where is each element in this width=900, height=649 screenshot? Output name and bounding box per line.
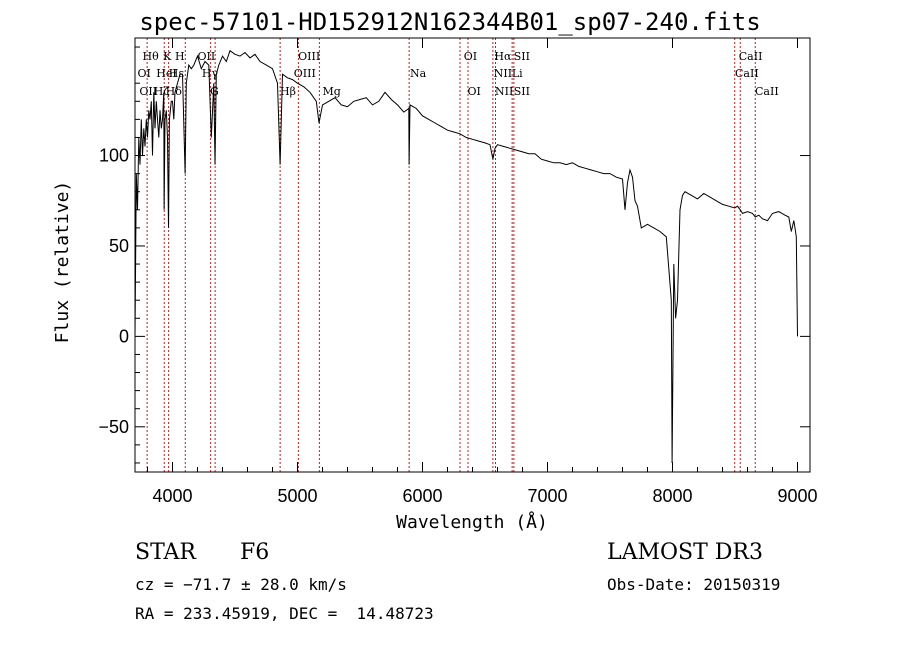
line-label-5: OI (464, 50, 477, 63)
y-tick-label-3: 100 (99, 146, 129, 166)
coordinates: RA = 233.45919, DEC = 14.48723 (135, 604, 434, 623)
y-tick-label-2: 50 (109, 236, 129, 256)
line-label-11: Hε (169, 67, 185, 80)
x-axis-label: Wavelength (Å) (396, 511, 548, 533)
y-tick-label-1: 0 (119, 326, 129, 346)
subclass: F6 (240, 540, 270, 565)
line-label-27: CaII (755, 85, 779, 98)
line-label-13: OIII (294, 67, 316, 80)
plot-frame (134, 37, 811, 473)
line-markers (146, 38, 756, 472)
line-label-26: SII (514, 85, 530, 98)
line-label-22: Hβ (280, 85, 296, 98)
x-tick-label-1: 5000 (277, 486, 317, 506)
line-label-16: Li (512, 67, 523, 80)
x-tick-label-4: 8000 (652, 486, 692, 506)
line-label-9: OI (138, 67, 151, 80)
line-label-12: Hγ (202, 67, 219, 80)
line-label-7: SII (514, 50, 530, 63)
line-label-4: OIII (298, 50, 320, 63)
x-tick-label-5: 9000 (777, 486, 817, 506)
line-label-17: CaII (735, 67, 759, 80)
line-label-15: NII (494, 67, 512, 80)
x-tick-label-3: 7000 (527, 486, 567, 506)
chart-title: spec-57101-HD152912N162344B01_sp07-240.f… (139, 8, 761, 36)
spectrum-series-line (134, 49, 798, 464)
line-label-3: OII (198, 50, 216, 63)
y-tick-label-0: −50 (98, 417, 129, 437)
line-label-10: HeI (156, 67, 176, 80)
line-label-23: Mg (323, 85, 341, 98)
x-tick-label-0: 4000 (152, 486, 192, 506)
line-label-0: Hθ (143, 50, 160, 63)
line-label-2: H (175, 50, 185, 63)
object-class: STAR (135, 540, 196, 565)
line-label-6: Hα (494, 50, 512, 63)
y-axis: −50 0 50 100 (98, 46, 810, 464)
line-label-14: Na (410, 67, 427, 80)
survey-name: LAMOST DR3 (607, 540, 763, 565)
redshift-cz: cz = −71.7 ± 28.0 km/s (135, 575, 347, 594)
line-label-8: CaII (739, 50, 763, 63)
line-label-1: K (163, 50, 172, 63)
x-tick-label-2: 6000 (402, 486, 442, 506)
line-label-19: Hζ (154, 85, 170, 98)
line-label-20: Hδ (166, 85, 183, 98)
line-label-18: OII (139, 85, 157, 98)
y-axis-label: Flux (relative) (52, 181, 73, 344)
observation-date: Obs-Date: 20150319 (607, 575, 781, 594)
x-axis: 4000 5000 6000 7000 8000 9000 (147, 38, 818, 506)
line-label-24: OI (468, 85, 481, 98)
line-label-25: NII (495, 85, 513, 98)
